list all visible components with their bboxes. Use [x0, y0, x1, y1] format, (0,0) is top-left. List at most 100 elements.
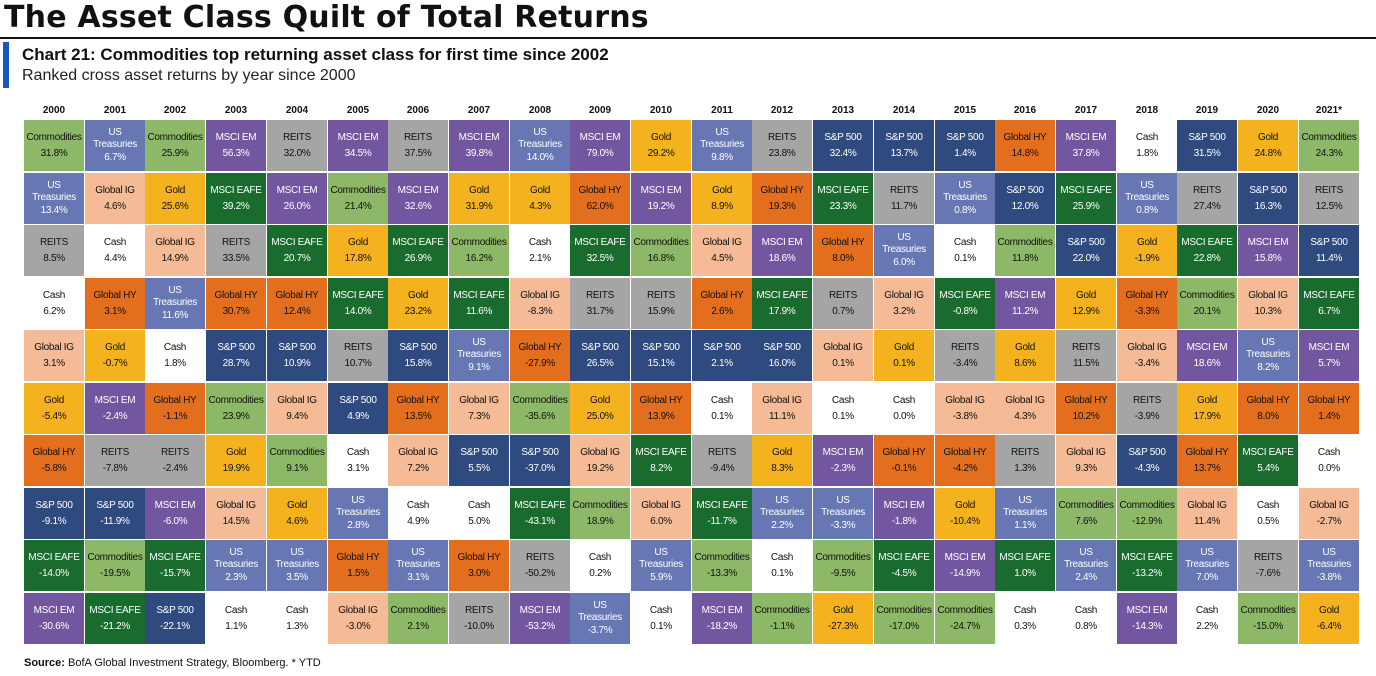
quilt-cell-cash: Cash 6.2%: [24, 278, 84, 329]
return-value: -24.7%: [950, 620, 980, 632]
return-value: 28.7%: [222, 357, 250, 369]
return-value: 0.1%: [832, 357, 854, 369]
quilt-cell-global-ig: Global IG -3.0%: [328, 593, 388, 644]
quilt-cell-cash: Cash 0.2%: [570, 540, 630, 591]
asset-class-label: MSCI EM: [458, 131, 500, 143]
return-value: 9.3%: [1075, 462, 1097, 474]
quilt-cell-global-ig: Global IG 4.6%: [85, 173, 145, 224]
asset-class-label: Gold: [1258, 131, 1278, 143]
asset-class-label: MSCI EM: [276, 184, 318, 196]
return-value: 3.1%: [43, 357, 65, 369]
quilt-cell-global-hy: Global HY -5.8%: [24, 435, 84, 486]
quilt-cell-global-hy: Global HY 3.0%: [449, 540, 509, 591]
asset-class-label: REITS: [161, 446, 189, 458]
return-value: 16.0%: [768, 357, 796, 369]
return-value: -14.3%: [1132, 620, 1162, 632]
asset-class-label: MSCI EM: [822, 446, 864, 458]
return-value: -11.7%: [707, 515, 737, 527]
asset-class-label: MSCI EAFE: [149, 551, 201, 563]
quilt-cell-us-treasuries: US Treasuries 8.2%: [1238, 330, 1298, 381]
return-value: -1.8%: [891, 515, 917, 527]
quilt-cell-global-hy: Global HY 13.9%: [631, 383, 691, 434]
return-value: -2.3%: [830, 462, 856, 474]
quilt-cell-msci-em: MSCI EM -1.8%: [874, 488, 934, 539]
year-label: 2000: [42, 105, 66, 116]
asset-class-label: MSCI EM: [337, 131, 379, 143]
return-value: 0.1%: [650, 620, 672, 632]
quilt-cell-commodities: Commodities 16.2%: [449, 225, 509, 276]
quilt-cell-reits: REITS -2.4%: [145, 435, 205, 486]
asset-class-label: REITS: [708, 446, 736, 458]
quilt-cell-us-treasuries: US Treasuries 0.8%: [1117, 173, 1177, 224]
source-label: Source:: [24, 657, 65, 669]
quilt-cell-us-treasuries: US Treasuries 2.2%: [752, 488, 812, 539]
asset-class-label: S&P 500: [521, 446, 559, 458]
asset-class-label: Global IG: [459, 394, 499, 406]
asset-class-label: REITS: [1011, 446, 1039, 458]
return-value: 23.3%: [829, 200, 857, 212]
quilt-cell-msci-eafe: MSCI EAFE 17.9%: [752, 278, 812, 329]
quilt-cell-sandp-500: S&P 500 16.0%: [752, 330, 812, 381]
return-value: 31.7%: [586, 305, 614, 317]
return-value: -3.9%: [1134, 410, 1160, 422]
return-value: -50.2%: [525, 567, 555, 579]
asset-class-label: MSCI EM: [1126, 604, 1168, 616]
return-value: 34.5%: [344, 147, 372, 159]
return-value: -3.4%: [952, 357, 978, 369]
return-value: 4.3%: [529, 200, 551, 212]
return-value: -27.3%: [828, 620, 858, 632]
asset-class-label: Global IG: [762, 394, 802, 406]
return-value: 19.9%: [222, 462, 250, 474]
asset-class-label: Global HY: [1185, 446, 1229, 458]
return-value: 11.4%: [1193, 515, 1221, 527]
return-value: -27.9%: [525, 357, 555, 369]
year-label: 2001: [103, 105, 127, 116]
return-value: 4.4%: [104, 252, 126, 264]
quilt-cell-global-hy: Global HY -4.2%: [935, 435, 995, 486]
asset-class-label: Cash: [770, 551, 794, 563]
return-value: 8.0%: [1257, 410, 1279, 422]
return-value: 7.3%: [468, 410, 490, 422]
return-value: -5.4%: [41, 410, 67, 422]
quilt-cell-global-hy: Global HY 13.7%: [1177, 435, 1237, 486]
return-value: 3.1%: [104, 305, 126, 317]
quilt-cell-commodities: Commodities 31.8%: [24, 120, 84, 171]
asset-class-label: Cash: [285, 604, 309, 616]
asset-class-label: Commodities: [633, 236, 689, 248]
quilt-cell-sandp-500: S&P 500 28.7%: [206, 330, 266, 381]
title-divider: [0, 37, 1376, 39]
asset-class-label: US Treasuries: [32, 180, 76, 203]
return-value: 23.9%: [222, 410, 250, 422]
asset-class-label: Gold: [44, 394, 64, 406]
quilt-cell-global-ig: Global IG 7.2%: [388, 435, 448, 486]
quilt-cell-msci-eafe: MSCI EAFE 14.0%: [328, 278, 388, 329]
return-value: -4.2%: [952, 462, 978, 474]
asset-class-label: MSCI EM: [1308, 341, 1350, 353]
asset-class-label: MSCI EAFE: [574, 236, 626, 248]
return-value: 25.9%: [161, 147, 189, 159]
return-value: 15.8%: [404, 357, 432, 369]
year-label: 2019: [1195, 105, 1219, 116]
asset-class-label: Commodities: [451, 236, 507, 248]
quilt-cell-reits: REITS -3.4%: [935, 330, 995, 381]
asset-class-label: US Treasuries: [153, 285, 197, 308]
return-value: 1.0%: [1014, 567, 1036, 579]
quilt-cell-global-ig: Global IG 9.4%: [267, 383, 327, 434]
asset-class-label: Cash: [1013, 604, 1037, 616]
quilt-cell-gold: Gold 12.9%: [1056, 278, 1116, 329]
asset-class-label: US Treasuries: [760, 495, 804, 518]
return-value: 0.8%: [1136, 205, 1158, 216]
return-value: 16.2%: [465, 252, 493, 264]
asset-class-label: Global IG: [338, 604, 378, 616]
asset-class-label: REITS: [283, 131, 311, 143]
asset-class-label: Gold: [348, 236, 368, 248]
return-value: -9.4%: [709, 462, 735, 474]
return-value: 6.0%: [893, 257, 915, 268]
return-value: -4.5%: [891, 567, 917, 579]
return-value: 29.2%: [647, 147, 675, 159]
return-value: -6.4%: [1316, 620, 1342, 632]
return-value: 11.4%: [1315, 252, 1343, 264]
quilt-cell-gold: Gold 25.6%: [145, 173, 205, 224]
asset-class-label: S&P 500: [824, 131, 862, 143]
asset-class-label: S&P 500: [642, 341, 680, 353]
